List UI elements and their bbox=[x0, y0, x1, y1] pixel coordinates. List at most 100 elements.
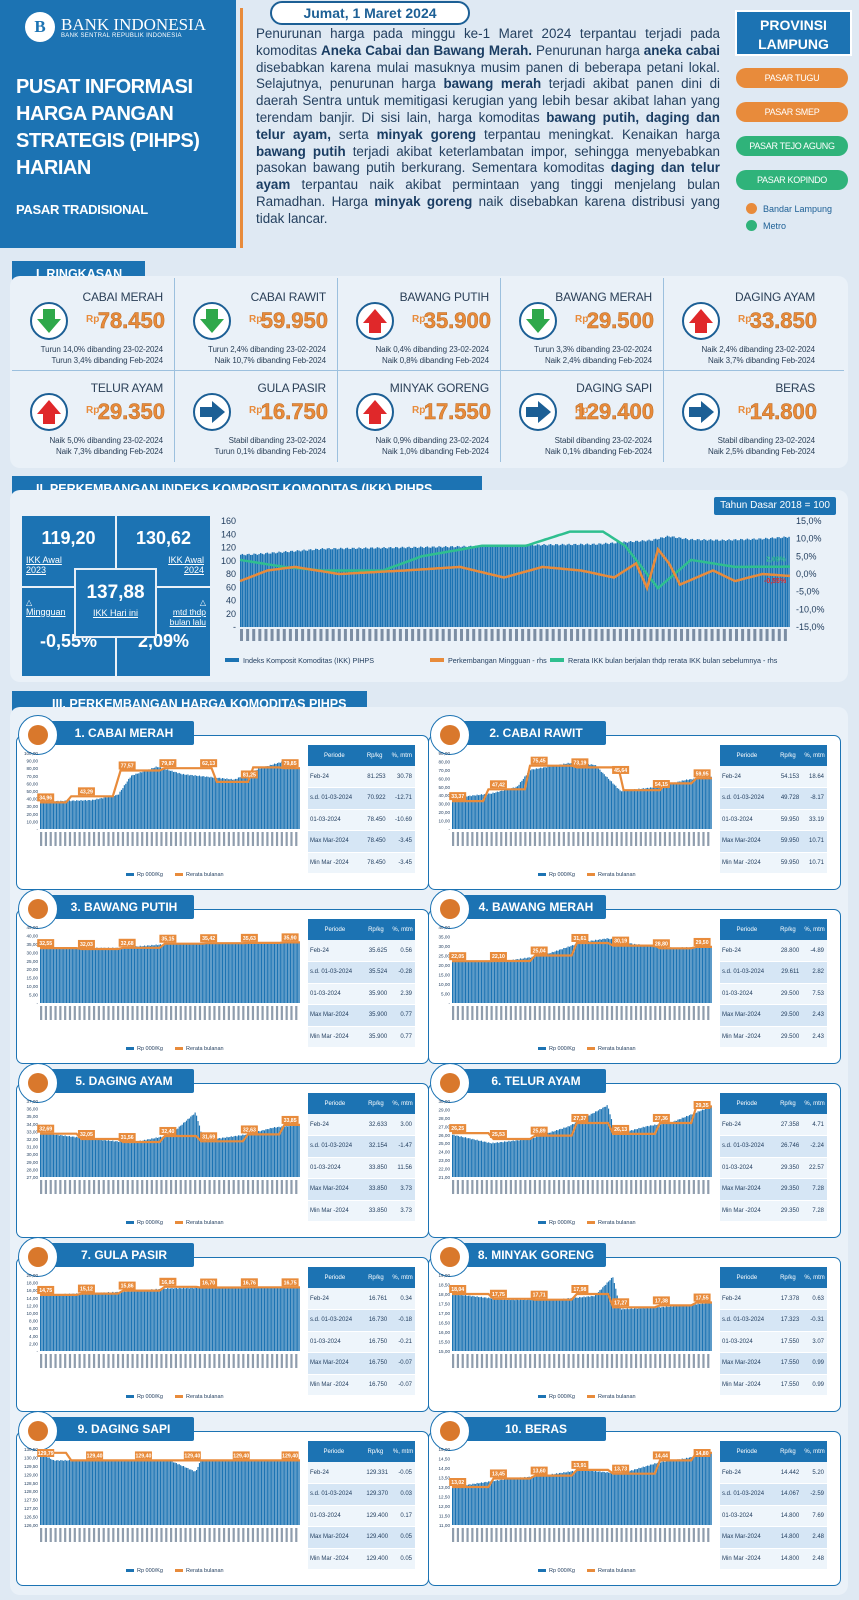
legend-bar: Rp 000/Kg bbox=[538, 1046, 575, 1052]
price-bar bbox=[276, 942, 279, 1003]
price-bar bbox=[535, 1136, 537, 1177]
price-bar bbox=[172, 1288, 175, 1351]
ikk-bar bbox=[555, 544, 557, 627]
price-bar bbox=[298, 942, 300, 1003]
xtick-label bbox=[126, 1180, 129, 1194]
xtick-label bbox=[145, 1006, 149, 1020]
price-bar bbox=[675, 948, 678, 1003]
price-bar bbox=[518, 1300, 520, 1351]
price-bar bbox=[551, 1299, 553, 1351]
price-bar bbox=[519, 782, 522, 829]
price-bar bbox=[501, 1479, 503, 1525]
ikk-chart: 16014012010080604020-15,0%10,0%5,0%0,0%-… bbox=[221, 516, 825, 665]
ikk-legend-swatch bbox=[550, 658, 564, 662]
xtick-label bbox=[644, 832, 647, 846]
price-bar bbox=[463, 796, 465, 829]
price-bar bbox=[694, 778, 696, 829]
price-bar bbox=[141, 1141, 143, 1177]
ikk-bar bbox=[348, 548, 350, 627]
price-bar bbox=[230, 1287, 232, 1351]
xtick-label bbox=[529, 832, 532, 846]
price-bar bbox=[662, 1461, 665, 1525]
price-bar bbox=[596, 767, 598, 829]
ikk-bar bbox=[771, 537, 774, 627]
price-bar bbox=[589, 764, 591, 829]
average-label-box bbox=[530, 1290, 548, 1299]
price-bar bbox=[459, 1136, 461, 1177]
price-bar bbox=[699, 1304, 701, 1351]
price-bar bbox=[709, 776, 711, 829]
xtick-label bbox=[203, 1006, 206, 1020]
market-button[interactable]: PASAR TUGU bbox=[736, 68, 848, 88]
price-bar bbox=[79, 1293, 81, 1351]
ikk-ytick-right: 5,0% bbox=[796, 551, 817, 561]
price-bar bbox=[524, 957, 526, 1003]
price-bar bbox=[491, 1298, 493, 1351]
ikk-bar bbox=[755, 539, 757, 627]
price-bar bbox=[512, 1299, 514, 1351]
ikk-weekly-label: Mingguan bbox=[26, 607, 66, 617]
price-bar bbox=[171, 943, 173, 1003]
xtick-label bbox=[136, 1528, 139, 1542]
average-label-box bbox=[612, 1464, 630, 1473]
price-bar bbox=[219, 1460, 221, 1525]
price-bar bbox=[491, 1481, 493, 1525]
price-bar bbox=[557, 1473, 559, 1525]
xtick-label bbox=[687, 832, 691, 846]
price-bar bbox=[274, 1459, 276, 1525]
price-bar bbox=[485, 1141, 487, 1177]
table-cell: 16.750 bbox=[361, 1352, 391, 1375]
price-table: Periode Rp/kg%, mtm Feb-24 81.253 30.78 s.d. … bbox=[308, 745, 415, 874]
xtick-label bbox=[707, 832, 710, 846]
price-bar bbox=[613, 1473, 615, 1525]
price-bar bbox=[612, 783, 614, 829]
price-bar bbox=[112, 1140, 114, 1177]
price-bar bbox=[498, 792, 500, 829]
price-bar bbox=[71, 1460, 73, 1525]
price-bar bbox=[580, 1297, 582, 1351]
price-bar bbox=[253, 770, 255, 829]
price-bar bbox=[276, 1460, 279, 1525]
price-bar bbox=[462, 961, 464, 1003]
price-bar bbox=[177, 944, 179, 1003]
price-bar bbox=[292, 765, 294, 829]
ikk-xtick bbox=[667, 629, 671, 641]
ikk-bar bbox=[263, 554, 265, 627]
price-bar bbox=[71, 1136, 73, 1177]
price-bar bbox=[148, 1289, 150, 1351]
price-bar bbox=[242, 1459, 244, 1525]
market-button[interactable]: PASAR KOPINDO bbox=[736, 170, 848, 190]
xtick-label bbox=[266, 1006, 269, 1020]
ikk-bar bbox=[470, 545, 472, 627]
price-bar bbox=[60, 1134, 62, 1177]
price-bar bbox=[73, 1136, 75, 1177]
market-button[interactable]: PASAR SMEP bbox=[736, 102, 848, 122]
ikk-monthly-line bbox=[239, 530, 790, 590]
price-bar bbox=[554, 1473, 556, 1525]
xtick-label bbox=[461, 1006, 464, 1020]
price-bar bbox=[184, 944, 186, 1003]
price-bar bbox=[213, 1139, 215, 1177]
xtick-label bbox=[567, 1006, 570, 1020]
xtick-label bbox=[83, 832, 86, 846]
legend-swatch bbox=[175, 1047, 183, 1051]
price-bar bbox=[590, 1295, 592, 1351]
ikk-xtick bbox=[466, 629, 470, 641]
xtick-label bbox=[553, 832, 556, 846]
price-bar bbox=[229, 1287, 231, 1351]
xtick-label bbox=[702, 1006, 705, 1020]
price-bar bbox=[595, 765, 597, 829]
xtick-label bbox=[683, 1528, 686, 1542]
price-bar bbox=[563, 1298, 565, 1351]
ytick-label: 14,50 bbox=[439, 1457, 451, 1462]
price-bar bbox=[96, 947, 98, 1003]
table-header-cell: Rp/kg bbox=[361, 919, 391, 940]
price-bar bbox=[250, 942, 253, 1003]
price-bar bbox=[625, 790, 627, 829]
xtick-label bbox=[514, 832, 517, 846]
table-row: s.d. 01-03-2024 29.611 2.82 bbox=[720, 961, 827, 984]
ikk-xtick bbox=[777, 629, 781, 641]
average-label-box bbox=[134, 1451, 152, 1460]
market-button[interactable]: PASAR TEJO AGUNG bbox=[736, 136, 848, 156]
price-bar bbox=[553, 766, 555, 829]
